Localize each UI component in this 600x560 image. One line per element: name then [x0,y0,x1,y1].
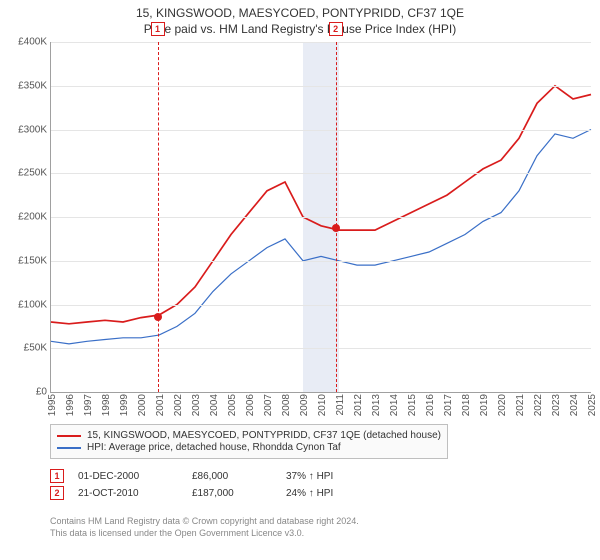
gridline [51,86,591,87]
y-axis-label: £200K [1,212,47,223]
gridline [51,261,591,262]
x-axis-label: 2005 [227,394,238,416]
sales-row: 2 21-OCT-2010 £187,000 24% ↑ HPI [50,486,333,500]
y-axis-label: £400K [1,37,47,48]
sale-marker-box: 1 [151,22,165,36]
x-axis-label: 2025 [587,394,598,416]
sales-pct: 24% ↑ HPI [286,488,333,499]
legend-row-hpi: HPI: Average price, detached house, Rhon… [57,442,441,453]
x-axis-label: 2000 [137,394,148,416]
x-axis-label: 2022 [533,394,544,416]
x-axis-label: 1998 [101,394,112,416]
chart-title-block: 15, KINGSWOOD, MAESYCOED, PONTYPRIDD, CF… [0,0,600,36]
gridline [51,173,591,174]
x-axis-label: 2019 [479,394,490,416]
y-axis-label: £150K [1,255,47,266]
x-axis-label: 1999 [119,394,130,416]
gridline [51,217,591,218]
sales-pct: 37% ↑ HPI [286,471,333,482]
sales-date: 01-DEC-2000 [78,471,178,482]
y-axis-label: £350K [1,80,47,91]
sale-marker-box: 2 [329,22,343,36]
x-axis-label: 2021 [515,394,526,416]
x-axis-label: 2018 [461,394,472,416]
sales-marker-box: 2 [50,486,64,500]
x-axis-label: 2012 [353,394,364,416]
sales-date: 21-OCT-2010 [78,488,178,499]
x-axis-label: 2010 [317,394,328,416]
sale-dot [154,313,162,321]
sales-price: £187,000 [192,488,272,499]
x-axis-label: 1995 [47,394,58,416]
x-axis-label: 2024 [569,394,580,416]
title-line-1: 15, KINGSWOOD, MAESYCOED, PONTYPRIDD, CF… [0,6,600,20]
x-axis-label: 2023 [551,394,562,416]
x-axis-label: 2002 [173,394,184,416]
y-axis-label: £100K [1,299,47,310]
title-line-2: Price paid vs. HM Land Registry's House … [0,22,600,36]
x-axis-label: 2013 [371,394,382,416]
x-axis-label: 2017 [443,394,454,416]
x-axis-label: 2016 [425,394,436,416]
x-axis-label: 2014 [389,394,400,416]
legend-swatch-hpi [57,447,81,449]
legend-label-hpi: HPI: Average price, detached house, Rhon… [87,442,341,453]
x-axis-label: 2004 [209,394,220,416]
x-axis-label: 2020 [497,394,508,416]
footnote: Contains HM Land Registry data © Crown c… [50,516,590,539]
x-axis-label: 2009 [299,394,310,416]
x-axis-label: 2003 [191,394,202,416]
x-axis-label: 1996 [65,394,76,416]
sale-vline [336,42,337,392]
gridline [51,305,591,306]
x-axis-label: 2001 [155,394,166,416]
y-axis-label: £300K [1,124,47,135]
sale-vline [158,42,159,392]
x-axis-label: 1997 [83,394,94,416]
sales-row: 1 01-DEC-2000 £86,000 37% ↑ HPI [50,469,333,483]
y-axis-label: £250K [1,168,47,179]
sale-dot [332,224,340,232]
legend-label-property: 15, KINGSWOOD, MAESYCOED, PONTYPRIDD, CF… [87,430,441,441]
x-axis-label: 2006 [245,394,256,416]
line-property [51,86,591,324]
plot-area: £0£50K£100K£150K£200K£250K£300K£350K£400… [50,42,591,393]
gridline [51,42,591,43]
x-axis-label: 2011 [335,394,346,416]
x-axis-label: 2008 [281,394,292,416]
legend-swatch-property [57,435,81,437]
line-hpi [51,130,591,344]
footnote-line-2: This data is licensed under the Open Gov… [50,528,590,540]
sales-marker-box: 1 [50,469,64,483]
y-axis-label: £50K [1,343,47,354]
sales-table: 1 01-DEC-2000 £86,000 37% ↑ HPI 2 21-OCT-2010… [50,466,333,503]
legend: 15, KINGSWOOD, MAESYCOED, PONTYPRIDD, CF… [50,424,448,459]
x-axis-label: 2007 [263,394,274,416]
legend-row-property: 15, KINGSWOOD, MAESYCOED, PONTYPRIDD, CF… [57,430,441,441]
x-axis-label: 2015 [407,394,418,416]
sales-price: £86,000 [192,471,272,482]
footnote-line-1: Contains HM Land Registry data © Crown c… [50,516,590,528]
gridline [51,348,591,349]
y-axis-label: £0 [1,387,47,398]
chart-container: £0£50K£100K£150K£200K£250K£300K£350K£400… [0,42,600,417]
gridline [51,130,591,131]
